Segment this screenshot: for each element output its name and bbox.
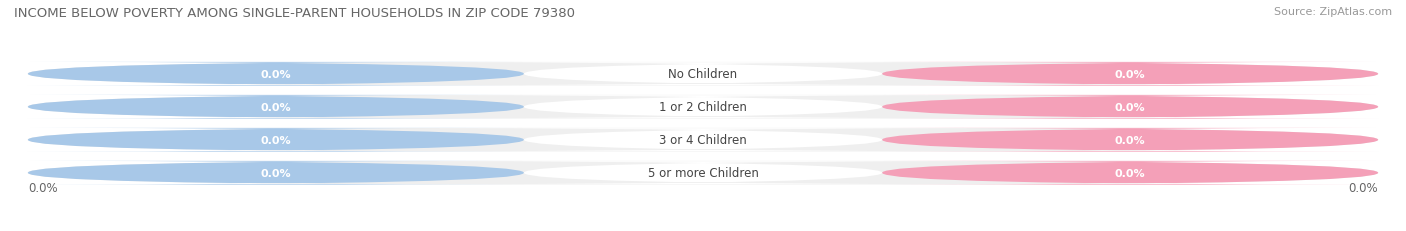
FancyBboxPatch shape	[882, 95, 1378, 119]
FancyBboxPatch shape	[399, 96, 1007, 119]
FancyBboxPatch shape	[882, 161, 1378, 185]
Text: Source: ZipAtlas.com: Source: ZipAtlas.com	[1274, 7, 1392, 17]
FancyBboxPatch shape	[28, 95, 1378, 119]
Text: 3 or 4 Children: 3 or 4 Children	[659, 134, 747, 147]
Text: 0.0%: 0.0%	[260, 102, 291, 112]
FancyBboxPatch shape	[28, 95, 524, 119]
Text: 0.0%: 0.0%	[260, 70, 291, 79]
FancyBboxPatch shape	[882, 128, 1378, 152]
FancyBboxPatch shape	[28, 128, 1378, 152]
Text: No Children: No Children	[668, 68, 738, 81]
FancyBboxPatch shape	[28, 128, 524, 152]
Text: 0.0%: 0.0%	[1115, 102, 1146, 112]
FancyBboxPatch shape	[28, 63, 524, 86]
Text: INCOME BELOW POVERTY AMONG SINGLE-PARENT HOUSEHOLDS IN ZIP CODE 79380: INCOME BELOW POVERTY AMONG SINGLE-PARENT…	[14, 7, 575, 20]
Text: 0.0%: 0.0%	[28, 181, 58, 194]
Text: 5 or more Children: 5 or more Children	[648, 167, 758, 179]
Text: 0.0%: 0.0%	[1115, 135, 1146, 145]
FancyBboxPatch shape	[399, 161, 1007, 185]
Text: 1 or 2 Children: 1 or 2 Children	[659, 101, 747, 114]
FancyBboxPatch shape	[28, 161, 1378, 185]
Text: 0.0%: 0.0%	[260, 168, 291, 178]
FancyBboxPatch shape	[28, 161, 524, 185]
FancyBboxPatch shape	[399, 129, 1007, 152]
Text: 0.0%: 0.0%	[1115, 168, 1146, 178]
FancyBboxPatch shape	[399, 63, 1007, 86]
Text: 0.0%: 0.0%	[260, 135, 291, 145]
Text: 0.0%: 0.0%	[1115, 70, 1146, 79]
Text: 0.0%: 0.0%	[1348, 181, 1378, 194]
FancyBboxPatch shape	[882, 63, 1378, 86]
FancyBboxPatch shape	[28, 63, 1378, 86]
